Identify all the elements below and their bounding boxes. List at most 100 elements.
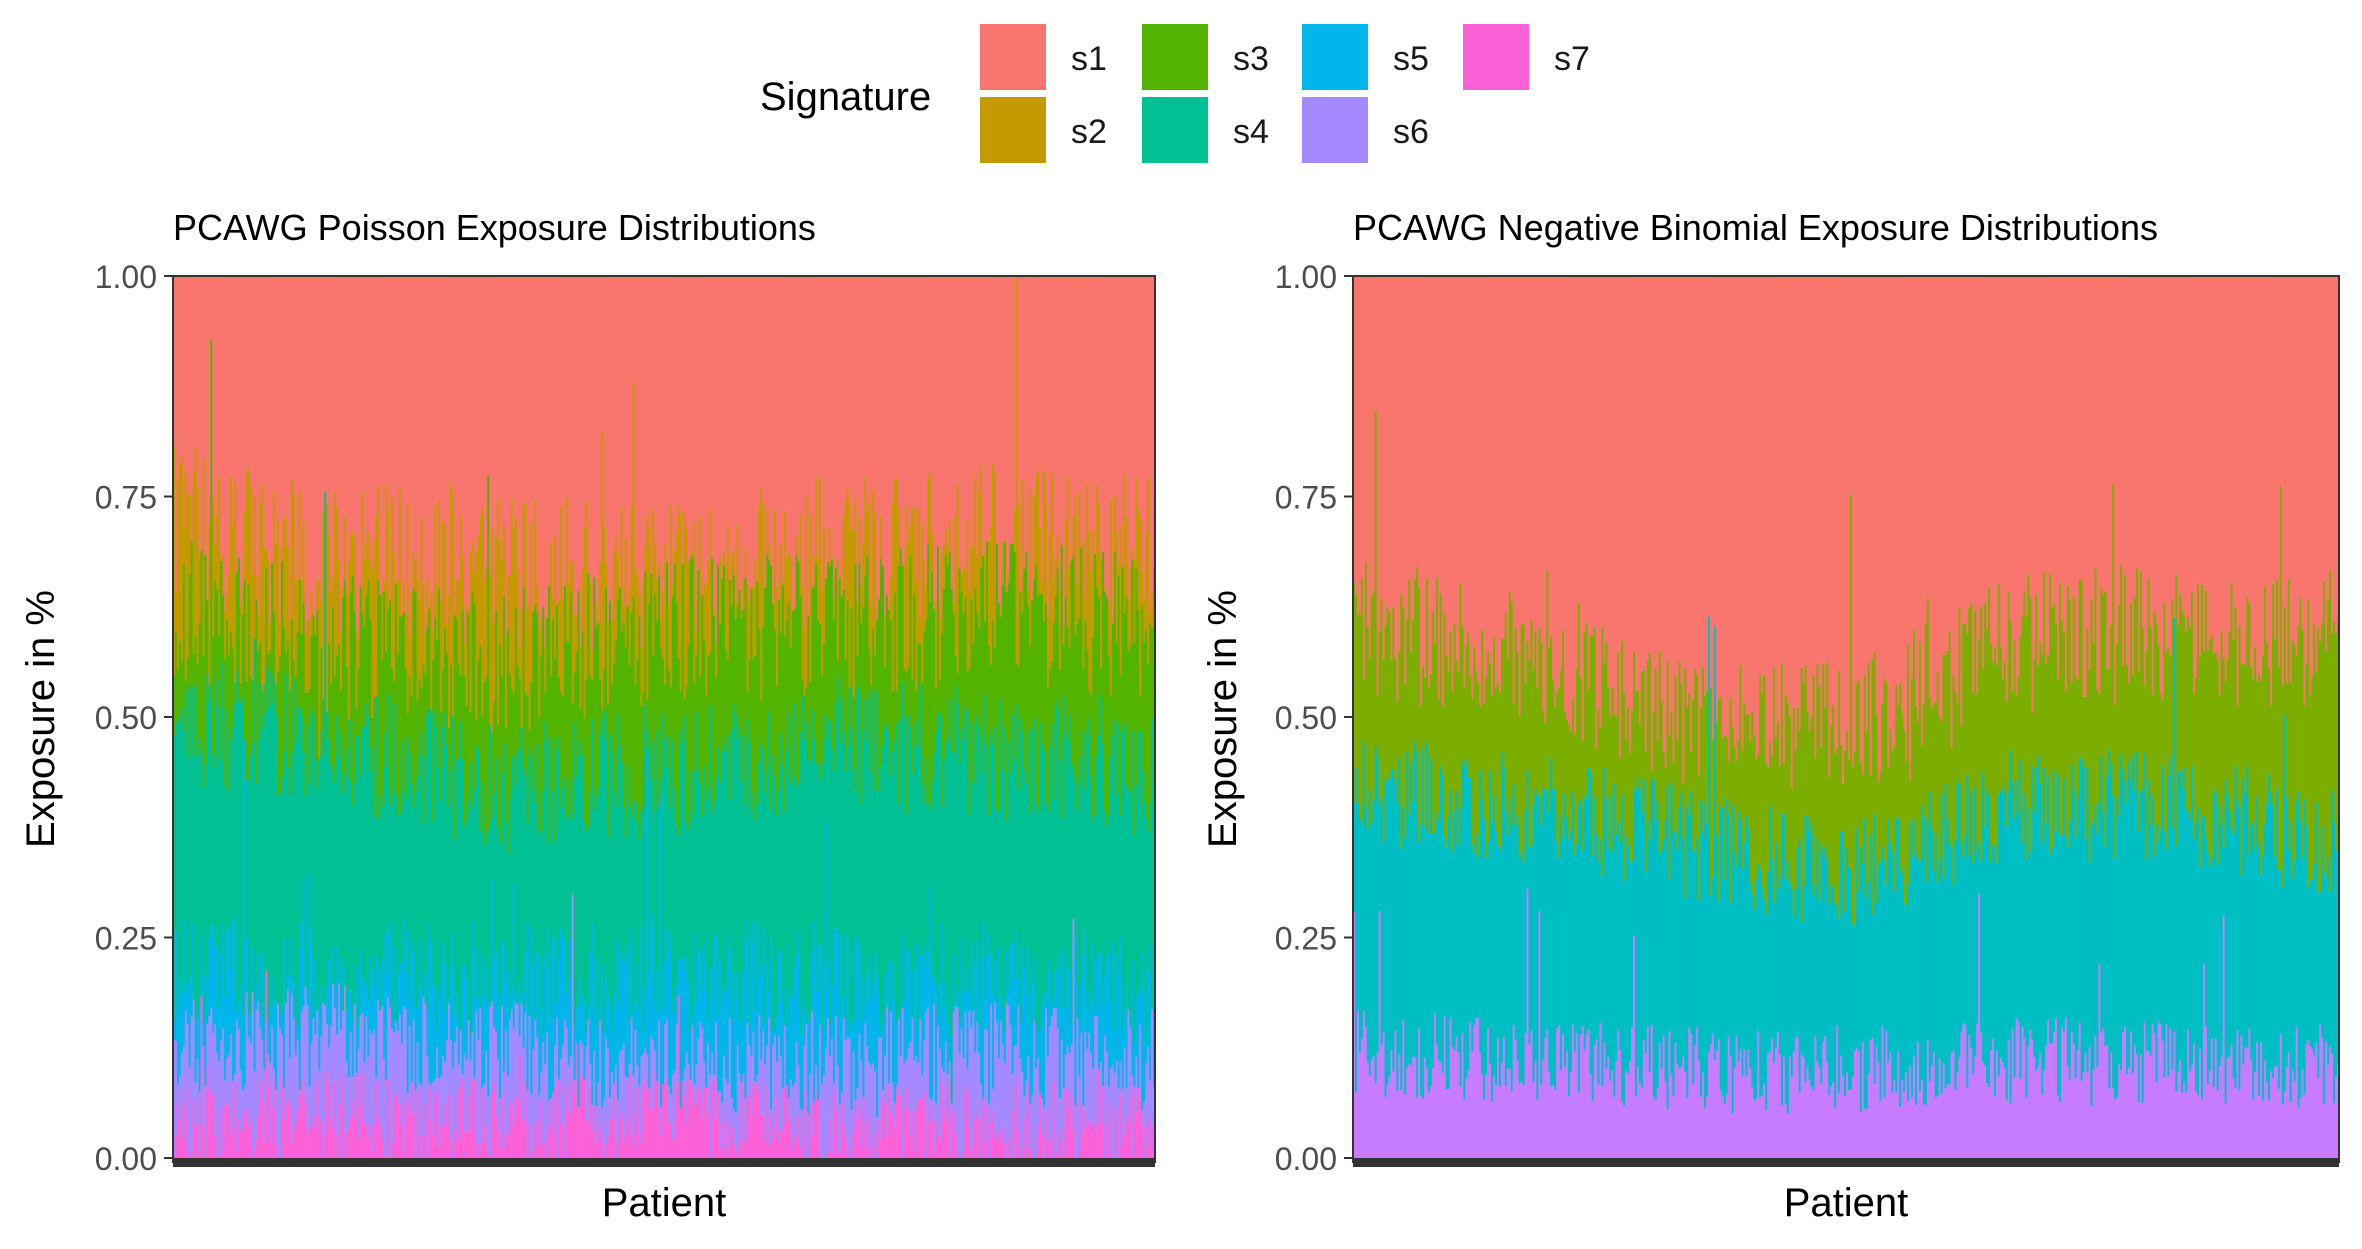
bar-segment-s5 — [789, 995, 793, 1079]
bar-segment-s1 — [1814, 276, 1817, 758]
bar-segment-s2 — [1113, 496, 1117, 552]
bar-segment-s6 — [852, 1051, 855, 1134]
bar-segment-s1 — [970, 276, 973, 549]
bar-segment-s6 — [1459, 1086, 1462, 1158]
legend-title: Signature — [760, 75, 931, 119]
bar-segment-s4 — [229, 740, 233, 971]
bar-segment-s2 — [990, 527, 993, 665]
bar-segment-s4 — [306, 724, 309, 998]
bar-segment-s3 — [597, 622, 600, 788]
bar-segment-s3 — [1625, 738, 1628, 837]
bar-segment-s3 — [1942, 653, 1945, 878]
bar-segment-s5 — [1070, 1025, 1073, 1045]
bar-segment-s5 — [1117, 973, 1121, 1089]
bar-segment-s6 — [178, 1075, 182, 1122]
bar-segment-s5 — [1571, 791, 1575, 1026]
bar-segment-s1 — [705, 276, 708, 586]
bar-segment-s4 — [772, 754, 775, 1029]
x-axis-label-left: Patient — [602, 1181, 727, 1225]
bar-segment-s3 — [618, 587, 622, 747]
bar-segment-s5 — [705, 966, 708, 1088]
bar-segment-s4 — [343, 774, 347, 966]
bar-segment-s6 — [1741, 1077, 1744, 1158]
bar-segment-s4 — [231, 728, 235, 924]
bar-segment-s3 — [1096, 586, 1099, 756]
bar-segment-s4 — [948, 698, 952, 1034]
bar-segment-s6 — [1909, 1065, 1912, 1158]
bar-segment-s6 — [599, 1020, 602, 1124]
bar-segment-s2 — [758, 506, 761, 630]
bar-segment-s3 — [540, 654, 543, 833]
bar-segment-s6 — [675, 1024, 679, 1084]
bar-segment-s2 — [279, 620, 282, 656]
bar-segment-s5 — [538, 952, 541, 1096]
bar-segment-s7 — [302, 1091, 305, 1158]
bar-segment-s3 — [809, 681, 812, 761]
bar-segment-s1 — [1441, 276, 1445, 707]
bar-segment-s6 — [579, 1040, 582, 1078]
bar-segment-s2 — [304, 632, 307, 693]
bar-segment-s6 — [243, 1085, 247, 1113]
bar-segment-s5 — [540, 1008, 543, 1073]
bar-segment-s1 — [773, 276, 777, 510]
bar-segment-s5 — [1751, 893, 1754, 1087]
bar-segment-s4 — [326, 711, 329, 987]
bar-segment-s1 — [1705, 276, 1709, 691]
bar-segment-s1 — [1562, 276, 1565, 630]
bar-segment-s6 — [391, 1028, 394, 1144]
bar-segment-s1 — [1370, 276, 1374, 597]
bar-segment-s4 — [481, 781, 484, 956]
bar-segment-s5 — [671, 1012, 675, 1075]
y-tick-label: 0.00 — [95, 1141, 157, 1177]
bar-segment-s7 — [927, 1122, 930, 1158]
bar-segment-s3 — [214, 580, 217, 768]
bar-segment-s2 — [369, 560, 372, 621]
bar-segment-s7 — [530, 1150, 533, 1158]
bar-segment-s3 — [257, 650, 260, 740]
bar-segment-s6 — [269, 1063, 272, 1142]
bar-segment-s7 — [416, 1086, 419, 1158]
bar-segment-s6 — [1569, 1071, 1573, 1158]
bar-segment-s3 — [1802, 683, 1805, 886]
bar-segment-s7 — [834, 1110, 838, 1158]
bar-segment-s3 — [1567, 724, 1571, 840]
bar-segment-s5 — [1989, 861, 1993, 1051]
bar-segment-s6 — [978, 1053, 981, 1118]
bar-segment-s7 — [768, 1145, 771, 1158]
bar-segment-s3 — [1976, 693, 1979, 851]
bar-segment-s4 — [1046, 811, 1050, 960]
bar-segment-s5 — [1007, 991, 1011, 1006]
bar-segment-s1 — [2070, 276, 2074, 683]
bar-segment-s3 — [1844, 750, 1847, 913]
bar-segment-s2 — [241, 587, 245, 614]
bar-segment-s6 — [416, 1042, 419, 1087]
bar-segment-s7 — [679, 1108, 683, 1158]
bar-segment-s5 — [182, 919, 186, 1047]
bar-segment-s6 — [1729, 1056, 1733, 1158]
bar-segment-s3 — [614, 640, 618, 807]
bar-segment-s5 — [937, 1016, 940, 1026]
bar-segment-s3 — [681, 564, 685, 743]
bar-segment-s3 — [1514, 628, 1518, 826]
bar-segment-s7 — [282, 1120, 286, 1158]
bar-segment-s7 — [173, 1154, 176, 1158]
bar-segment-s2 — [544, 647, 547, 693]
bar-segment-s3 — [573, 672, 577, 723]
bar-segment-s6 — [2098, 963, 2101, 1158]
bar-segment-s3 — [982, 556, 985, 774]
bar-segment-s4 — [864, 699, 867, 1006]
bar-segment-s6 — [1100, 1062, 1103, 1125]
bar-segment-s6 — [1528, 1044, 1531, 1158]
bar-segment-s6 — [1009, 1025, 1013, 1157]
bar-segment-s1 — [658, 276, 661, 563]
bar-segment-s6 — [324, 1005, 327, 1134]
bar-segment-s1 — [2129, 276, 2133, 603]
bar-segment-s6 — [1143, 1102, 1146, 1158]
bar-segment-s1 — [1617, 276, 1620, 653]
bar-segment-s5 — [1404, 837, 1407, 1095]
bar-segment-s5 — [1786, 860, 1790, 1114]
bar-segment-s4 — [705, 798, 708, 967]
bar-segment-s2 — [671, 584, 675, 597]
bar-segment-s2 — [1058, 588, 1062, 670]
bar-segment-s5 — [1948, 843, 1951, 1086]
